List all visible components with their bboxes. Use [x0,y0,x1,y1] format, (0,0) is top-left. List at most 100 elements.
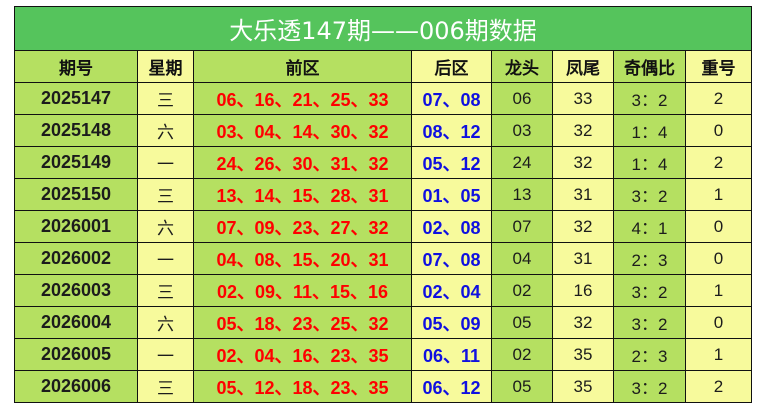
back-numbers-cell: 02、08 [411,210,492,243]
front-numbers-cell: 03、04、14、30、32 [193,114,412,147]
header-front: 前区 [193,50,412,83]
back-numbers-cell: 01、05 [411,178,492,211]
front-numbers-cell: 06、16、21、25、33 [193,82,412,115]
issue-cell: 2025147 [14,82,138,115]
weekday-cell: 六 [137,210,194,243]
odd-even-ratio-cell: 4：1 [613,210,686,243]
odd-even-ratio-cell: 3：2 [613,370,686,403]
odd-even-ratio-cell: 3：2 [613,306,686,339]
repeat-cell: 0 [685,114,752,147]
repeat-cell: 2 [685,82,752,115]
header-head: 龙头 [491,50,553,83]
tail-cell: 35 [552,338,614,371]
table-row: 2026004 六 05、18、23、25、32 05、09 05 32 3：2 0 [14,306,752,339]
head-cell: 03 [491,114,553,147]
front-numbers-cell: 02、09、11、15、16 [193,274,412,307]
back-numbers-cell: 05、09 [411,306,492,339]
front-numbers-cell: 04、08、15、20、31 [193,242,412,275]
issue-cell: 2026002 [14,242,138,275]
head-cell: 02 [491,274,553,307]
issue-cell: 2026001 [14,210,138,243]
weekday-cell: 一 [137,242,194,275]
head-cell: 13 [491,178,553,211]
issue-cell: 2026005 [14,338,138,371]
lottery-table: 大乐透147期——006期数据 期号 星期 前区 后区 龙头 凤尾 奇偶比 重号… [14,6,752,403]
back-numbers-cell: 07、08 [411,242,492,275]
tail-cell: 35 [552,370,614,403]
head-cell: 02 [491,338,553,371]
odd-even-ratio-cell: 1：4 [613,114,686,147]
table-row: 2025150 三 13、14、15、28、31 01、05 13 31 3：2 1 [14,178,752,211]
head-cell: 06 [491,82,553,115]
head-cell: 07 [491,210,553,243]
back-numbers-cell: 06、12 [411,370,492,403]
table-row: 2026003 三 02、09、11、15、16 02、04 02 16 3：2 1 [14,274,752,307]
tail-cell: 32 [552,114,614,147]
odd-even-ratio-cell: 3：2 [613,274,686,307]
repeat-cell: 1 [685,274,752,307]
header-back: 后区 [411,50,492,83]
header-repeat: 重号 [685,50,752,83]
table-row: 2025147 三 06、16、21、25、33 07、08 06 33 3：2 2 [14,82,752,115]
back-numbers-cell: 02、04 [411,274,492,307]
repeat-cell: 0 [685,210,752,243]
front-numbers-cell: 24、26、30、31、32 [193,146,412,179]
front-numbers-cell: 13、14、15、28、31 [193,178,412,211]
tail-cell: 33 [552,82,614,115]
table-row: 2026001 六 07、09、23、27、32 02、08 07 32 4：1 0 [14,210,752,243]
tail-cell: 32 [552,306,614,339]
repeat-cell: 1 [685,178,752,211]
issue-cell: 2025148 [14,114,138,147]
repeat-cell: 2 [685,146,752,179]
issue-cell: 2026003 [14,274,138,307]
table-row: 2026006 三 05、12、18、23、35 06、12 05 35 3：2 2 [14,370,752,403]
weekday-cell: 一 [137,338,194,371]
tail-cell: 32 [552,210,614,243]
table-row: 2026002 一 04、08、15、20、31 07、08 04 31 2：3 0 [14,242,752,275]
head-cell: 24 [491,146,553,179]
back-numbers-cell: 07、08 [411,82,492,115]
header-tail: 凤尾 [552,50,614,83]
odd-even-ratio-cell: 3：2 [613,82,686,115]
front-numbers-cell: 02、04、16、23、35 [193,338,412,371]
odd-even-ratio-cell: 1：4 [613,146,686,179]
issue-cell: 2026004 [14,306,138,339]
front-numbers-cell: 05、12、18、23、35 [193,370,412,403]
tail-cell: 31 [552,242,614,275]
head-cell: 05 [491,370,553,403]
tail-cell: 31 [552,178,614,211]
table-title: 大乐透147期——006期数据 [14,6,752,51]
back-numbers-cell: 06、11 [411,338,492,371]
back-numbers-cell: 05、12 [411,146,492,179]
weekday-cell: 三 [137,370,194,403]
repeat-cell: 0 [685,242,752,275]
weekday-cell: 三 [137,82,194,115]
weekday-cell: 三 [137,178,194,211]
repeat-cell: 2 [685,370,752,403]
tail-cell: 16 [552,274,614,307]
table-row: 2025148 六 03、04、14、30、32 08、12 03 32 1：4 0 [14,114,752,147]
header-ratio: 奇偶比 [613,50,686,83]
head-cell: 04 [491,242,553,275]
weekday-cell: 六 [137,114,194,147]
repeat-cell: 0 [685,306,752,339]
front-numbers-cell: 07、09、23、27、32 [193,210,412,243]
issue-cell: 2026006 [14,370,138,403]
weekday-cell: 六 [137,306,194,339]
issue-cell: 2025150 [14,178,138,211]
weekday-cell: 一 [137,146,194,179]
odd-even-ratio-cell: 2：3 [613,338,686,371]
head-cell: 05 [491,306,553,339]
header-weekday: 星期 [137,50,194,83]
repeat-cell: 1 [685,338,752,371]
odd-even-ratio-cell: 3：2 [613,178,686,211]
header-row: 期号 星期 前区 后区 龙头 凤尾 奇偶比 重号 [14,50,752,83]
table-row: 2026005 一 02、04、16、23、35 06、11 02 35 2：3 1 [14,338,752,371]
weekday-cell: 三 [137,274,194,307]
header-issue: 期号 [14,50,138,83]
table-row: 2025149 一 24、26、30、31、32 05、12 24 32 1：4 2 [14,146,752,179]
tail-cell: 32 [552,146,614,179]
issue-cell: 2025149 [14,146,138,179]
front-numbers-cell: 05、18、23、25、32 [193,306,412,339]
odd-even-ratio-cell: 2：3 [613,242,686,275]
